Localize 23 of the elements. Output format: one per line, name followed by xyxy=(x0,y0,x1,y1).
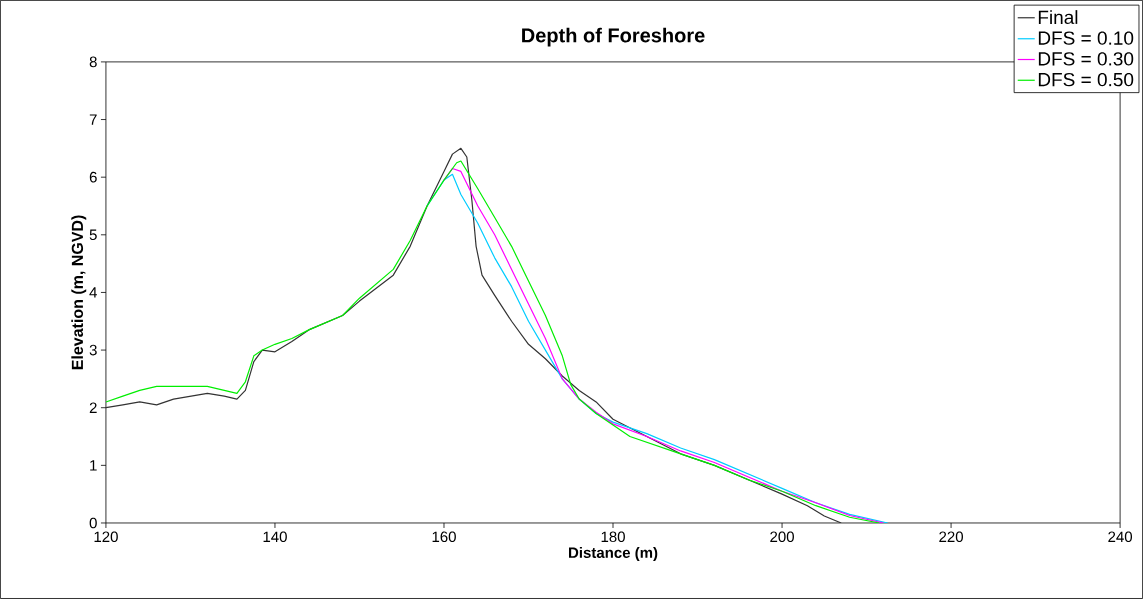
y-tick-label: 7 xyxy=(89,114,97,125)
y-tick-label: 4 xyxy=(89,287,97,298)
y-tick-label: 3 xyxy=(89,344,97,356)
x-tick-label: 120 xyxy=(94,531,118,543)
x-tick-label: 180 xyxy=(601,531,625,543)
y-tick-label: 6 xyxy=(89,171,97,183)
chart-title: Depth of Foreshore xyxy=(522,27,705,47)
y-tick-label: 8 xyxy=(89,56,97,68)
x-tick-label: 160 xyxy=(432,531,456,543)
x-tick-label: 240 xyxy=(1108,531,1133,543)
y-tick-label: 5 xyxy=(89,229,97,241)
y-tick-label: 2 xyxy=(89,402,97,413)
y-axis-title: Elevation (m, NGVD) xyxy=(71,215,87,370)
x-axis-title: Distance (m) xyxy=(569,547,658,561)
x-tick-label: 220 xyxy=(939,531,963,543)
legend-label: DFS = 0.30 xyxy=(1038,52,1134,66)
legend-label: DFS = 0.50 xyxy=(1038,72,1134,87)
x-tick-label: 140 xyxy=(263,531,287,543)
y-tick-label: 1 xyxy=(90,460,97,471)
x-tick-label: 200 xyxy=(770,531,794,543)
y-tick-label: 0 xyxy=(89,517,97,529)
legend-label: DFS = 0.10 xyxy=(1038,31,1134,45)
legend-label: Final xyxy=(1038,10,1078,25)
